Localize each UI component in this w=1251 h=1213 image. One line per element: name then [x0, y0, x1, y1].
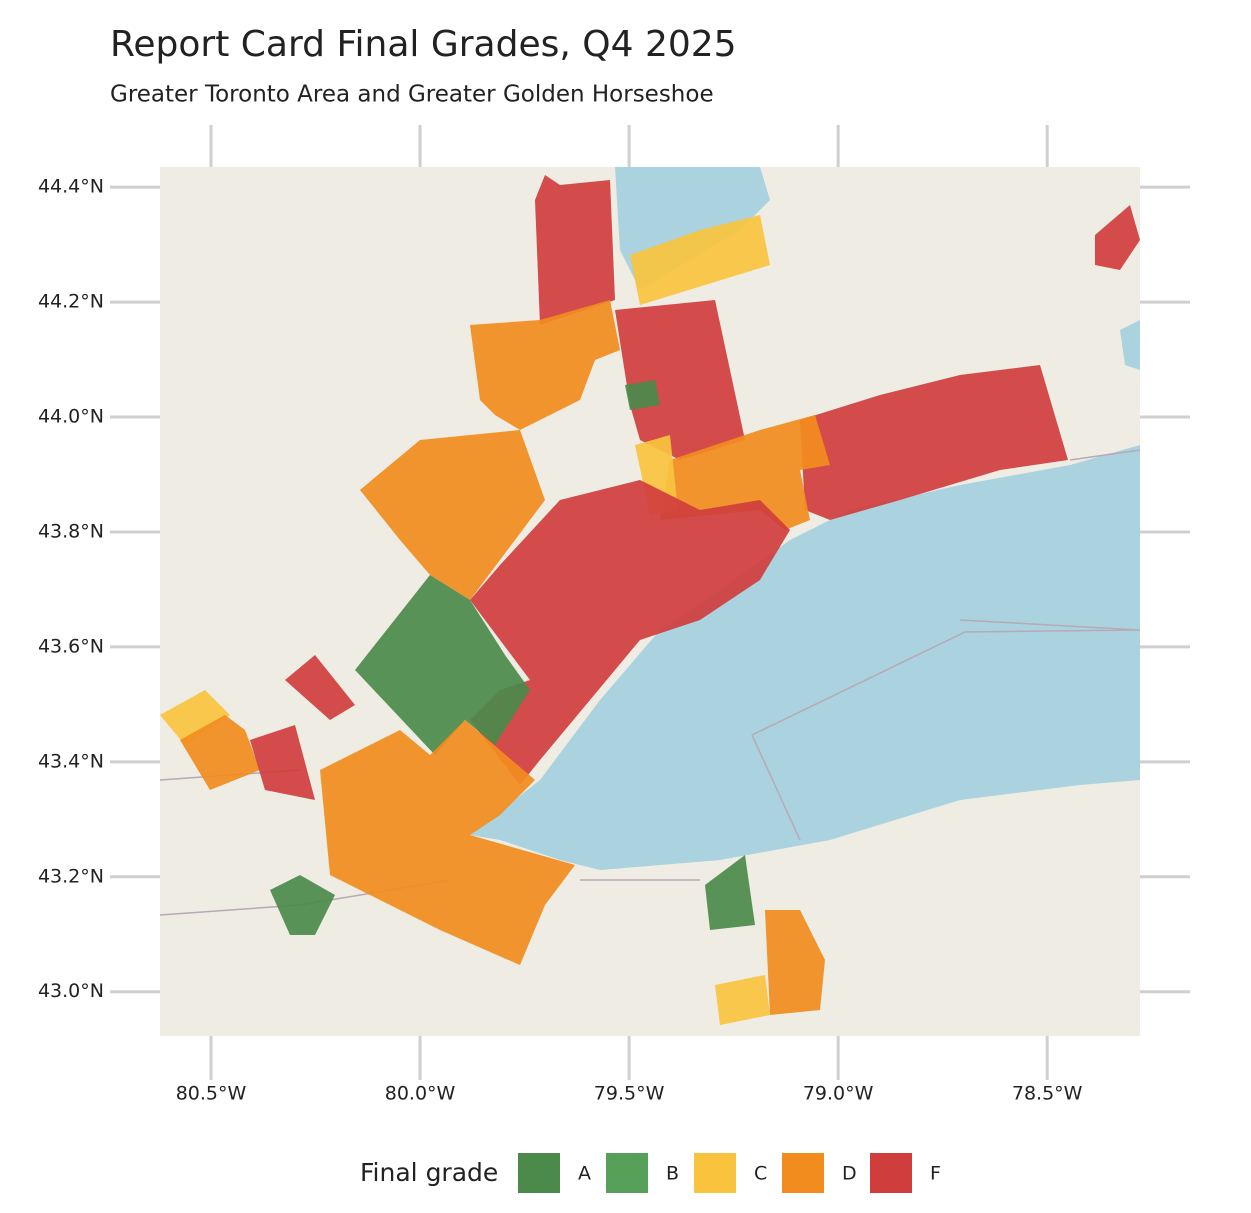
legend-label: D — [842, 1163, 857, 1185]
y-tick-label: 44.2°N — [38, 291, 104, 313]
chart-title: Report Card Final Grades, Q4 2025 — [110, 24, 737, 65]
x-tick-label: 78.5°W — [1012, 1083, 1083, 1105]
region — [355, 575, 530, 755]
region — [320, 720, 575, 965]
region — [615, 300, 745, 460]
legend-title: Final grade — [360, 1158, 498, 1187]
legend-swatch — [518, 1153, 560, 1193]
region — [535, 175, 615, 325]
x-tick-label: 79.5°W — [594, 1083, 665, 1105]
region — [285, 655, 355, 720]
x-tick-label: 79.0°W — [803, 1083, 874, 1105]
legend-swatch — [782, 1153, 824, 1193]
legend-label: C — [754, 1163, 767, 1185]
region — [660, 415, 830, 530]
y-tick-label: 44.4°N — [38, 176, 104, 198]
lake-ontario — [470, 445, 1140, 870]
legend-swatch — [870, 1153, 912, 1193]
legend-swatch — [606, 1153, 648, 1193]
x-tick-label: 80.5°W — [176, 1083, 247, 1105]
region — [625, 380, 660, 410]
y-tick-label: 43.4°N — [38, 750, 104, 772]
region — [360, 430, 545, 600]
legend-swatch — [694, 1153, 736, 1193]
legend-label: A — [578, 1163, 591, 1185]
region — [180, 715, 260, 790]
region — [250, 725, 315, 800]
legend-label: F — [930, 1163, 941, 1185]
regions — [160, 175, 1140, 1025]
region — [630, 215, 770, 305]
y-tick-label: 43.2°N — [38, 865, 104, 887]
y-tick-label: 43.6°N — [38, 635, 104, 657]
region — [470, 480, 790, 785]
region — [270, 875, 335, 935]
x-tick-label: 80.0°W — [385, 1083, 456, 1105]
legend-label: B — [666, 1163, 679, 1185]
region — [765, 910, 825, 1015]
lake — [1120, 320, 1140, 370]
region — [800, 365, 1068, 520]
region — [160, 690, 230, 745]
region — [715, 975, 770, 1025]
region — [705, 855, 755, 930]
y-tick-label: 43.0°N — [38, 980, 104, 1002]
y-tick-label: 43.8°N — [38, 520, 104, 542]
region — [1095, 205, 1140, 270]
y-tick-label: 44.0°N — [38, 406, 104, 428]
region — [470, 300, 620, 430]
axes: 80.5°W 80.0°W 79.5°W 79.0°W 78.5°W 43.0°N 43.2… — [38, 176, 1083, 1105]
chart-subtitle: Greater Toronto Area and Greater Golden … — [110, 82, 714, 108]
